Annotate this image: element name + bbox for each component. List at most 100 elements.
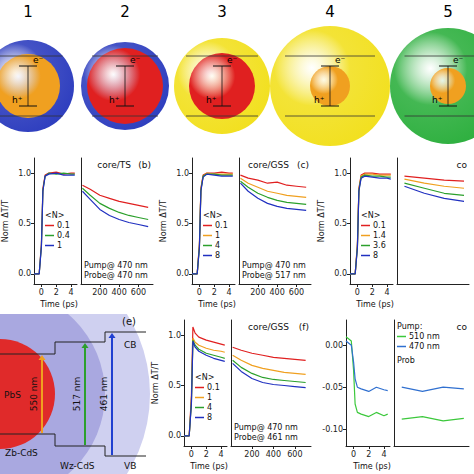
svg-text:Norm ΔT/T: Norm ΔT/T (317, 200, 326, 242)
svg-text:Time (ps): Time (ps) (189, 462, 228, 471)
svg-text:1: 1 (215, 231, 220, 240)
svg-text:400: 400 (270, 288, 285, 297)
svg-text:200: 200 (250, 288, 265, 297)
svg-text:0: 0 (197, 288, 202, 297)
svg-text:e⁻: e⁻ (33, 55, 44, 65)
svg-text:5: 5 (443, 3, 453, 21)
svg-text:VB: VB (124, 461, 136, 471)
svg-text:Wz-CdS: Wz-CdS (60, 461, 95, 471)
svg-text:<N>: <N> (45, 211, 64, 220)
svg-text:Probe@ 470 nm: Probe@ 470 nm (84, 271, 148, 280)
svg-text:0.0: 0.0 (168, 431, 181, 440)
svg-text:4: 4 (207, 403, 212, 412)
svg-text:Pump@ 470 nm: Pump@ 470 nm (84, 261, 148, 270)
svg-text:<N>: <N> (361, 211, 380, 220)
svg-text:600: 600 (289, 288, 304, 297)
svg-text:<N>: <N> (203, 211, 222, 220)
svg-text:Pump@ 470 nm: Pump@ 470 nm (234, 423, 298, 432)
svg-text:400: 400 (112, 288, 127, 297)
svg-text:0: 0 (351, 450, 356, 459)
svg-text:4: 4 (385, 288, 390, 297)
svg-text:2: 2 (370, 288, 375, 297)
svg-text:4: 4 (227, 288, 232, 297)
svg-text:Time (ps): Time (ps) (355, 300, 394, 309)
svg-text:0.1: 0.1 (373, 221, 386, 230)
svg-text:8: 8 (215, 251, 220, 260)
svg-text:2: 2 (120, 3, 130, 21)
svg-text:h⁺: h⁺ (206, 95, 217, 105)
svg-text:Time (ps): Time (ps) (39, 300, 78, 309)
svg-text:1.0: 1.0 (168, 331, 181, 340)
svg-text:0.00: 0.00 (325, 341, 343, 350)
svg-text:core/GSS: core/GSS (248, 160, 289, 170)
svg-text:8: 8 (373, 251, 378, 260)
svg-text:Probe@ 461 nm: Probe@ 461 nm (234, 433, 298, 442)
svg-text:h⁺: h⁺ (109, 95, 120, 105)
svg-text:600: 600 (131, 288, 146, 297)
svg-text:Pump:: Pump: (397, 322, 422, 331)
svg-text:(e): (e) (122, 316, 136, 327)
svg-text:-0.10: -0.10 (322, 425, 343, 434)
svg-text:2: 2 (54, 288, 59, 297)
svg-text:core/GSS: core/GSS (248, 322, 289, 332)
svg-text:(b): (b) (138, 160, 151, 170)
svg-text:550 nm: 550 nm (29, 377, 39, 412)
svg-text:e⁻: e⁻ (453, 55, 464, 65)
svg-text:400: 400 (266, 450, 281, 459)
svg-text:2: 2 (366, 450, 371, 459)
svg-text:200: 200 (244, 450, 259, 459)
svg-text:0.1: 0.1 (57, 221, 70, 230)
svg-text:1.0: 1.0 (334, 169, 347, 178)
svg-text:Zb-CdS: Zb-CdS (5, 448, 38, 458)
svg-text:461 nm: 461 nm (99, 377, 109, 412)
svg-text:<N>: <N> (195, 373, 214, 382)
svg-text:600: 600 (287, 450, 302, 459)
svg-text:Probe@ 517 nm: Probe@ 517 nm (242, 271, 306, 280)
svg-text:e⁻: e⁻ (335, 55, 346, 65)
svg-text:0: 0 (355, 288, 360, 297)
svg-text:0.1: 0.1 (207, 383, 220, 392)
svg-text:Norm ΔT/T: Norm ΔT/T (159, 200, 168, 242)
svg-text:4: 4 (219, 450, 224, 459)
svg-text:1: 1 (207, 393, 212, 402)
svg-text:PbS: PbS (4, 390, 21, 400)
svg-text:1: 1 (23, 3, 33, 21)
svg-text:h⁺: h⁺ (432, 95, 443, 105)
svg-text:0: 0 (39, 288, 44, 297)
svg-text:4: 4 (215, 241, 220, 250)
svg-text:0.0: 0.0 (334, 269, 347, 278)
svg-text:co: co (457, 160, 468, 170)
svg-text:CB: CB (124, 340, 136, 350)
svg-text:1: 1 (57, 241, 62, 250)
svg-text:Time (ps): Time (ps) (197, 300, 236, 309)
svg-text:Norm ΔT/T: Norm ΔT/T (151, 362, 160, 404)
svg-text:0.5: 0.5 (168, 381, 181, 390)
svg-text:517 nm: 517 nm (72, 377, 82, 412)
svg-text:4: 4 (325, 3, 335, 21)
svg-text:0.4: 0.4 (57, 231, 70, 240)
svg-text:0.0: 0.0 (18, 269, 31, 278)
svg-text:-0.05: -0.05 (322, 383, 343, 392)
svg-text:3.6: 3.6 (373, 241, 386, 250)
svg-text:8: 8 (207, 413, 212, 422)
svg-text:2: 2 (212, 288, 217, 297)
svg-text:3: 3 (217, 3, 227, 21)
svg-text:0.5: 0.5 (18, 219, 31, 228)
svg-text:h⁺: h⁺ (314, 95, 325, 105)
svg-text:Time (ps): Time (ps) (352, 462, 391, 471)
svg-text:0.0: 0.0 (176, 269, 189, 278)
svg-text:0.1: 0.1 (215, 221, 228, 230)
svg-text:1.0: 1.0 (18, 169, 31, 178)
svg-text:(f): (f) (299, 322, 309, 332)
svg-text:(c): (c) (297, 160, 309, 170)
svg-text:e⁻: e⁻ (227, 55, 238, 65)
svg-text:2: 2 (204, 450, 209, 459)
svg-text:e⁻: e⁻ (130, 55, 141, 65)
svg-text:0: 0 (189, 450, 194, 459)
svg-text:Norm ΔT/T: Norm ΔT/T (1, 200, 10, 242)
svg-text:1.0: 1.0 (176, 169, 189, 178)
svg-text:core/TS: core/TS (97, 160, 131, 170)
svg-text:4: 4 (381, 450, 386, 459)
svg-text:co: co (457, 322, 468, 332)
svg-text:Pump@ 470 nm: Pump@ 470 nm (242, 261, 306, 270)
